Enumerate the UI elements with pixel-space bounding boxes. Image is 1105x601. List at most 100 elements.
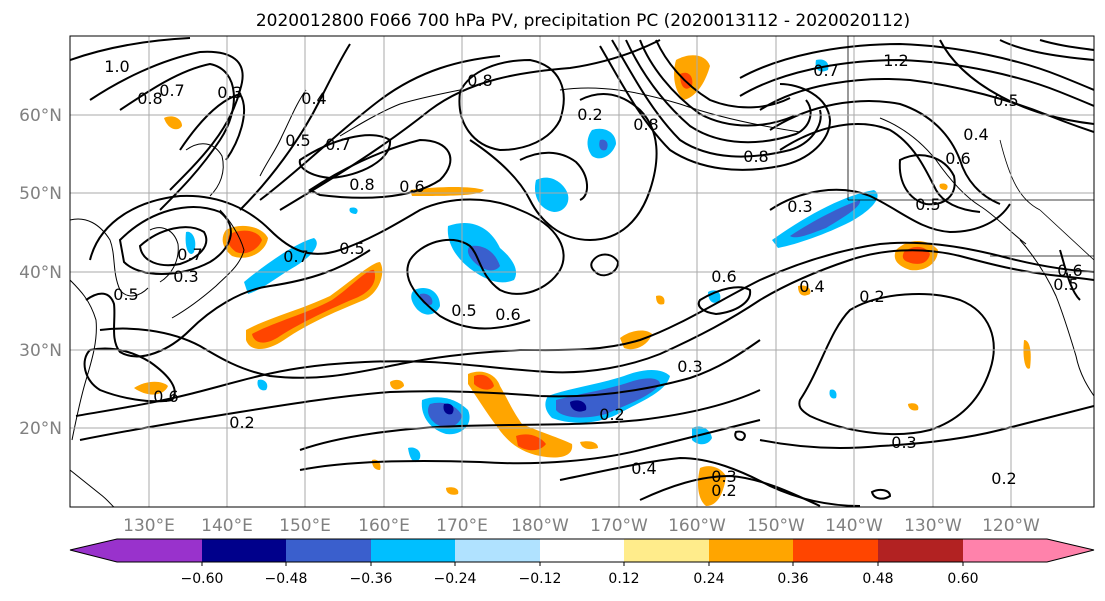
pv-contour xyxy=(99,241,1094,379)
contour-label: 0.5 xyxy=(285,131,310,150)
pv-contour xyxy=(759,78,1094,133)
colorbar-segment xyxy=(371,539,456,562)
precip-patch xyxy=(408,447,421,463)
pv-contour xyxy=(85,249,371,358)
contour-label: 0.5 xyxy=(113,285,138,304)
contour-label: 0.6 xyxy=(945,149,970,168)
precip-patch xyxy=(798,285,811,296)
contour-label: 0.3 xyxy=(891,433,916,452)
contour-label: 0.2 xyxy=(711,481,736,500)
pv-contour xyxy=(308,138,452,199)
border-line xyxy=(999,139,1041,211)
pv-contour xyxy=(639,474,821,507)
colorbar-tick-label: 0.60 xyxy=(947,571,978,587)
contour-label: 0.4 xyxy=(631,459,656,478)
contour-label: 0.5 xyxy=(915,195,940,214)
contour-label: 0.4 xyxy=(301,89,326,108)
colorbar-tick-label: −0.48 xyxy=(265,571,308,587)
latitude-axis: 60°N 50°N 40°N 30°N 20°N xyxy=(19,106,62,439)
contour-label: 0.2 xyxy=(991,469,1016,488)
pv-contour xyxy=(779,123,981,213)
contour-label: 0.4 xyxy=(799,277,824,296)
longitude-label: 130°E xyxy=(123,516,175,536)
coastlines xyxy=(70,87,1094,507)
pv-contour xyxy=(639,39,795,127)
longitude-label: 160°E xyxy=(358,516,410,536)
coastline xyxy=(879,117,1027,245)
figure-title: 2020012800 F066 700 hPa PV, precipitatio… xyxy=(256,11,910,31)
latitude-label: 40°N xyxy=(19,263,62,283)
contour-label: 0.7 xyxy=(325,135,350,154)
precip-patch xyxy=(185,231,196,254)
latitude-label: 20°N xyxy=(19,419,62,439)
colorbar-tick-label: 0.48 xyxy=(862,571,893,587)
precip-patch xyxy=(390,379,404,390)
precip-patch xyxy=(244,238,317,294)
precip-patch xyxy=(420,293,433,306)
pv-contour xyxy=(939,39,1094,125)
colorbar-outline xyxy=(69,538,1095,563)
colorbar-segment xyxy=(70,539,202,562)
contour-label: 1.0 xyxy=(104,57,129,76)
pv-contour xyxy=(611,39,822,158)
precip-patch xyxy=(674,55,710,100)
contour-label: 0.5 xyxy=(451,301,476,320)
contour-label: 0.8 xyxy=(633,115,658,134)
contour-label: 0.8 xyxy=(467,71,492,90)
colorbar-tick-label: −0.24 xyxy=(434,571,477,587)
precip-patch xyxy=(164,116,182,130)
pv-contour xyxy=(118,206,232,275)
longitude-label: 150°E xyxy=(279,516,331,536)
pv-contour xyxy=(898,154,956,206)
precip-patch xyxy=(1023,340,1031,369)
longitude-label: 130°W xyxy=(904,516,962,536)
coastline xyxy=(1019,239,1094,397)
pv-contour xyxy=(590,253,620,277)
latitude-label: 30°N xyxy=(19,341,62,361)
precip-patch xyxy=(467,245,500,271)
precipitation-shading xyxy=(134,55,1031,506)
coastline xyxy=(259,89,307,177)
pv-contour xyxy=(769,188,1011,234)
colorbar-segment xyxy=(878,539,963,562)
longitude-label: 150°W xyxy=(747,516,805,536)
graticule xyxy=(70,36,1094,507)
colorbar-segment xyxy=(202,539,287,562)
pv-contour xyxy=(697,286,752,316)
colorbar-segment xyxy=(624,539,709,562)
pv-contour xyxy=(1039,39,1094,51)
pv-contour xyxy=(769,100,1001,205)
coastline xyxy=(559,87,801,133)
longitude-label: 140°E xyxy=(201,516,253,536)
contour-label: 0.7 xyxy=(813,61,838,80)
contour-labels: 1.0 0.8 0.7 0.3 0.4 0.5 0.7 0.8 0.8 0.2 … xyxy=(104,51,1082,500)
contour-label: 0.2 xyxy=(859,287,884,306)
contour-label: 0.3 xyxy=(217,83,242,102)
coastline xyxy=(70,218,149,297)
contour-label: 0.7 xyxy=(177,245,202,264)
pv-contour xyxy=(734,430,746,442)
pv-contour xyxy=(559,456,861,507)
longitude-axis: 130°E 140°E 150°E 160°E 170°E 180°W 170°… xyxy=(123,516,1040,536)
pv-contours xyxy=(70,37,1094,507)
pv-contour xyxy=(999,39,1094,61)
longitude-label: 160°W xyxy=(668,516,726,536)
colorbar-tick-label: −0.12 xyxy=(519,571,562,587)
contour-label: 0.6 xyxy=(399,177,424,196)
pv-contour xyxy=(70,37,191,61)
colorbar-tick-label: 0.24 xyxy=(693,571,724,587)
contour-label: 0.3 xyxy=(677,357,702,376)
contour-label: 0.6 xyxy=(153,387,178,406)
contour-label: 0.5 xyxy=(339,239,364,258)
pv-contour xyxy=(79,339,761,441)
colorbar-segment xyxy=(540,539,625,562)
colorbar-ticks xyxy=(201,562,964,566)
map-panel: 1.0 0.8 0.7 0.3 0.4 0.5 0.7 0.8 0.8 0.2 … xyxy=(70,36,1094,507)
pv-contour xyxy=(119,62,235,211)
precip-patch xyxy=(534,177,569,212)
precip-patch xyxy=(829,389,837,399)
precip-patch xyxy=(939,183,948,190)
contour-label: 0.2 xyxy=(577,105,602,124)
contour-label: 0.8 xyxy=(743,147,768,166)
